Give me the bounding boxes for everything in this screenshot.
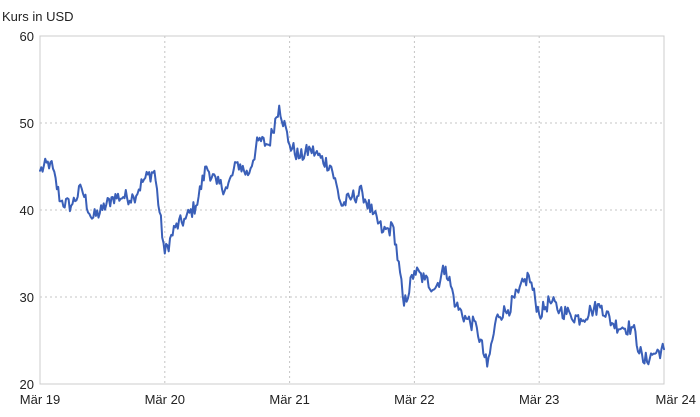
y-tick-label: 20 <box>20 377 34 392</box>
x-tick-label: Mär 20 <box>145 392 185 407</box>
x-tick-label: Mär 22 <box>394 392 434 407</box>
plot-frame <box>39 35 665 385</box>
x-tick-label: Mär 23 <box>519 392 559 407</box>
y-axis: 20 30 40 50 60 <box>20 29 34 392</box>
x-tick-label: Mär 24 <box>656 392 696 407</box>
y-tick-label: 40 <box>20 203 34 218</box>
x-tick-label: Mär 21 <box>269 392 309 407</box>
y-tick-label: 30 <box>20 290 34 305</box>
x-axis: Mär 19 Mär 20 Mär 21 Mär 22 Mär 23 Mär 24 <box>20 392 696 407</box>
y-tick-label: 50 <box>20 116 34 131</box>
price-line <box>39 104 665 368</box>
grid <box>39 35 665 385</box>
y-axis-title: Kurs in USD <box>2 9 74 24</box>
y-tick-label: 60 <box>20 29 34 44</box>
x-tick-label: Mär 19 <box>20 392 60 407</box>
series-layer <box>39 104 665 368</box>
